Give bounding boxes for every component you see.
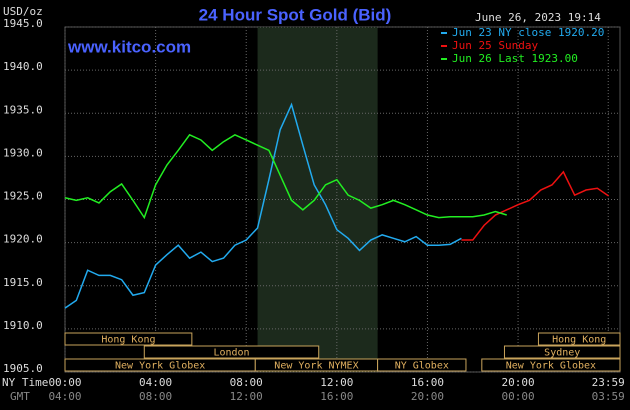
x2-tick-label: 20:00 xyxy=(411,390,444,403)
price-line xyxy=(64,102,462,309)
legend-label: Jun 25 Sunday xyxy=(452,39,538,52)
x-tick-label: 08:00 xyxy=(230,376,263,389)
session-label: Hong Kong xyxy=(101,335,155,346)
session-label: New York Globex xyxy=(506,361,596,372)
x2-tick-label: 00:00 xyxy=(501,390,534,403)
session-label: Sydney xyxy=(544,348,580,359)
x2-tick-label: 16:00 xyxy=(320,390,353,403)
x-axis-label: NY Time xyxy=(2,376,48,389)
session-bar xyxy=(64,332,193,346)
x-tick-label: 16:00 xyxy=(411,376,444,389)
session-label: New York Globex xyxy=(115,361,205,372)
legend-label: Jun 23 NY close 1920.20 xyxy=(452,26,604,39)
x-tick-label: 23:59 xyxy=(592,376,625,389)
price-line xyxy=(461,170,610,241)
x2-tick-label: 03:59 xyxy=(592,390,625,403)
y-tick-label: 1915.0 xyxy=(3,276,43,289)
x2-axis-label: GMT xyxy=(10,390,30,403)
legend-label: Jun 26 Last 1923.00 xyxy=(452,52,578,65)
y-tick-label: 1925.0 xyxy=(3,190,43,203)
session-bar xyxy=(537,332,621,346)
y-tick-label: 1945.0 xyxy=(3,17,43,30)
y-tick-label: 1920.0 xyxy=(3,233,43,246)
x2-tick-label: 04:00 xyxy=(48,390,81,403)
y-tick-label: 1905.0 xyxy=(3,362,43,375)
y-tick-label: 1910.0 xyxy=(3,319,43,332)
y-tick-label: 1935.0 xyxy=(3,103,43,116)
session-bar xyxy=(377,358,467,372)
session-label: London xyxy=(213,348,249,359)
site-label: www.kitco.com xyxy=(67,37,191,56)
x-tick-label: 12:00 xyxy=(320,376,353,389)
session-label: New York NYMEX xyxy=(274,361,358,372)
y-tick-label: 1940.0 xyxy=(3,60,43,73)
chart-title: 24 Hour Spot Gold (Bid) xyxy=(199,5,392,24)
x2-tick-label: 12:00 xyxy=(230,390,263,403)
x-tick-label: 00:00 xyxy=(48,376,81,389)
price-line xyxy=(64,133,507,220)
y-tick-label: 1930.0 xyxy=(3,146,43,159)
session-bar xyxy=(503,345,621,359)
session-bar xyxy=(481,358,621,372)
x-tick-label: 04:00 xyxy=(139,376,172,389)
session-label: Hong Kong xyxy=(552,335,606,346)
x-tick-label: 20:00 xyxy=(501,376,534,389)
timestamp: June 26, 2023 19:14 xyxy=(475,11,601,24)
y-axis-label: USD/oz xyxy=(3,5,43,18)
x2-tick-label: 08:00 xyxy=(139,390,172,403)
session-bar xyxy=(143,345,320,359)
session-label: NY Globex xyxy=(395,361,449,372)
